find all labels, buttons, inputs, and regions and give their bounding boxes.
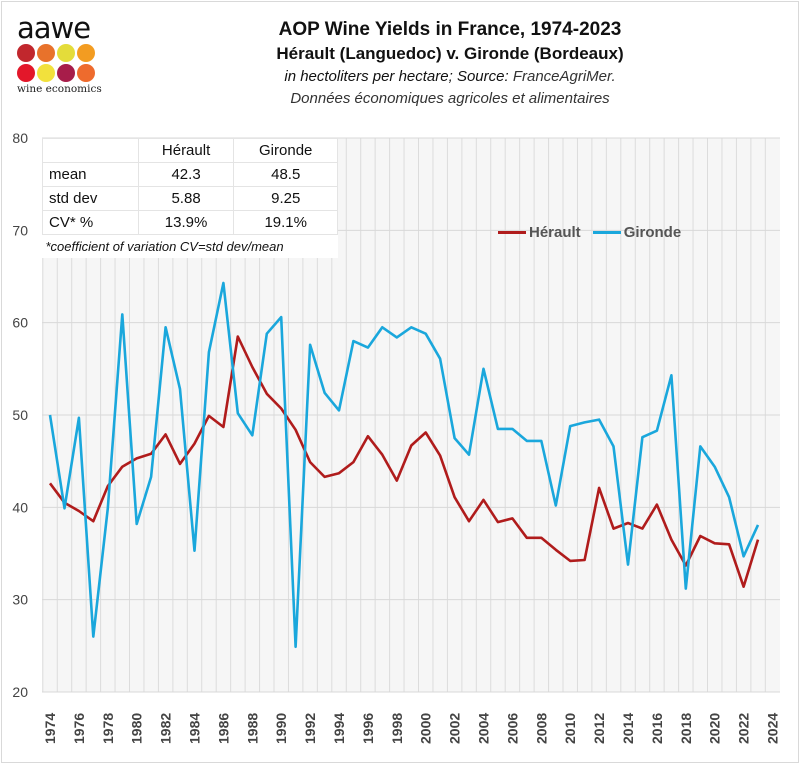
legend-label-gironde: Gironde <box>623 224 682 241</box>
y-axis-tick-labels: 20 30 40 50 60 70 80 <box>12 130 28 700</box>
stats-label: std dev <box>42 186 139 211</box>
legend-item-herault: Hérault <box>498 224 581 241</box>
logo-dot <box>37 64 55 82</box>
x-tick-label: 1990 <box>273 713 289 744</box>
x-tick-label: 1978 <box>100 713 116 744</box>
x-tick-label: 2000 <box>418 713 434 744</box>
logo-dot <box>57 64 75 82</box>
chart-titles: AOP Wine Yields in France, 1974-2023 Hér… <box>200 18 700 110</box>
logo-dot <box>77 44 95 62</box>
stats-row-std-dev: std dev 5.88 9.25 <box>42 186 338 211</box>
stats-value-gironde: 19.1% <box>233 210 338 235</box>
x-tick-label: 1976 <box>71 713 87 744</box>
x-tick-label: 1982 <box>158 713 174 744</box>
source-name: FranceAgriMer. <box>512 68 616 85</box>
x-tick-label: 1980 <box>129 713 145 744</box>
x-tick-label: 2020 <box>707 713 723 744</box>
x-tick-label: 1998 <box>389 713 405 744</box>
chart-title: AOP Wine Yields in France, 1974-2023 <box>278 19 622 40</box>
y-tick-label: 50 <box>12 407 28 423</box>
logo-dot <box>57 44 75 62</box>
stats-value-herault: 13.9% <box>137 210 235 235</box>
stats-header-empty <box>42 138 139 163</box>
source-line-2: Données économiques agricoles et aliment… <box>290 90 610 107</box>
stats-label: CV* % <box>42 210 139 235</box>
y-tick-label: 20 <box>12 684 28 700</box>
x-tick-label: 1994 <box>331 713 347 744</box>
stats-row-mean: mean 42.3 48.5 <box>42 162 338 187</box>
units-text: in hectoliters per hectare; Source: <box>284 68 513 85</box>
series-lines <box>48 281 760 649</box>
x-tick-label: 2016 <box>649 713 665 744</box>
logo-dot <box>77 64 95 82</box>
stats-value-gironde: 9.25 <box>233 186 338 211</box>
legend-item-gironde: Gironde <box>592 224 682 241</box>
stats-value-herault: 5.88 <box>137 186 235 211</box>
stats-value-herault: 42.3 <box>137 162 235 187</box>
legend-label-herault: Hérault <box>529 224 581 241</box>
y-tick-label: 80 <box>12 130 28 146</box>
x-tick-label: 2006 <box>504 713 520 744</box>
x-tick-label: 2018 <box>678 713 694 744</box>
stats-row-cv: CV* % 13.9% 19.1% <box>42 210 338 235</box>
y-tick-label: 30 <box>12 592 28 608</box>
stats-table: Hérault Gironde mean 42.3 48.5 std dev 5… <box>42 138 338 258</box>
y-tick-label: 40 <box>12 499 28 515</box>
stats-footnote-row: *coefficient of variation CV=std dev/mea… <box>43 235 338 259</box>
x-tick-label: 1986 <box>215 713 231 744</box>
x-tick-label: 2014 <box>620 713 636 744</box>
logo-dots <box>17 44 97 82</box>
aawe-logo: aawe wine economics <box>17 11 102 95</box>
x-tick-label: 2024 <box>765 713 781 744</box>
logo-dot <box>17 64 35 82</box>
x-tick-label: 2022 <box>736 713 752 744</box>
x-tick-label: 1984 <box>187 713 203 744</box>
chart-legend: Hérault Gironde <box>498 224 693 241</box>
x-tick-label: 2010 <box>562 713 578 744</box>
logo-dot <box>17 44 35 62</box>
y-tick-label: 60 <box>12 315 28 331</box>
stats-header-gironde: Gironde <box>233 138 338 163</box>
x-tick-label: 1988 <box>244 713 260 744</box>
x-axis-tick-labels: 1974 1976 1978 1980 1982 1984 1986 1988 1990 1992… <box>42 713 781 744</box>
x-tick-label: 1992 <box>302 713 318 744</box>
stats-header-row: Hérault Gironde <box>42 138 338 163</box>
stats-value-gironde: 48.5 <box>233 162 338 187</box>
stats-footnote: *coefficient of variation CV=std dev/mea… <box>45 239 284 254</box>
stats-header-herault: Hérault <box>137 138 235 163</box>
chart-subtitle: Hérault (Languedoc) v. Gironde (Bordeaux… <box>276 44 624 63</box>
logo-dot <box>37 44 55 62</box>
y-tick-label: 70 <box>12 222 28 238</box>
chart-units: in hectoliters per hectare; Source: Fran… <box>200 66 700 88</box>
x-tick-label: 2004 <box>476 713 492 744</box>
stats-label: mean <box>42 162 139 187</box>
series-line-herault <box>48 335 760 589</box>
x-tick-label: 1974 <box>42 713 58 744</box>
legend-swatch-herault <box>498 231 526 234</box>
x-tick-label: 2012 <box>591 713 607 744</box>
logo-wordmark: aawe <box>17 11 91 45</box>
series-line-gironde <box>48 281 760 649</box>
x-tick-label: 1996 <box>360 713 376 744</box>
legend-swatch-gironde <box>592 231 621 234</box>
x-tick-label: 2008 <box>533 713 549 744</box>
x-tick-label: 2002 <box>447 713 463 744</box>
logo-subtitle: wine economics <box>17 83 102 95</box>
